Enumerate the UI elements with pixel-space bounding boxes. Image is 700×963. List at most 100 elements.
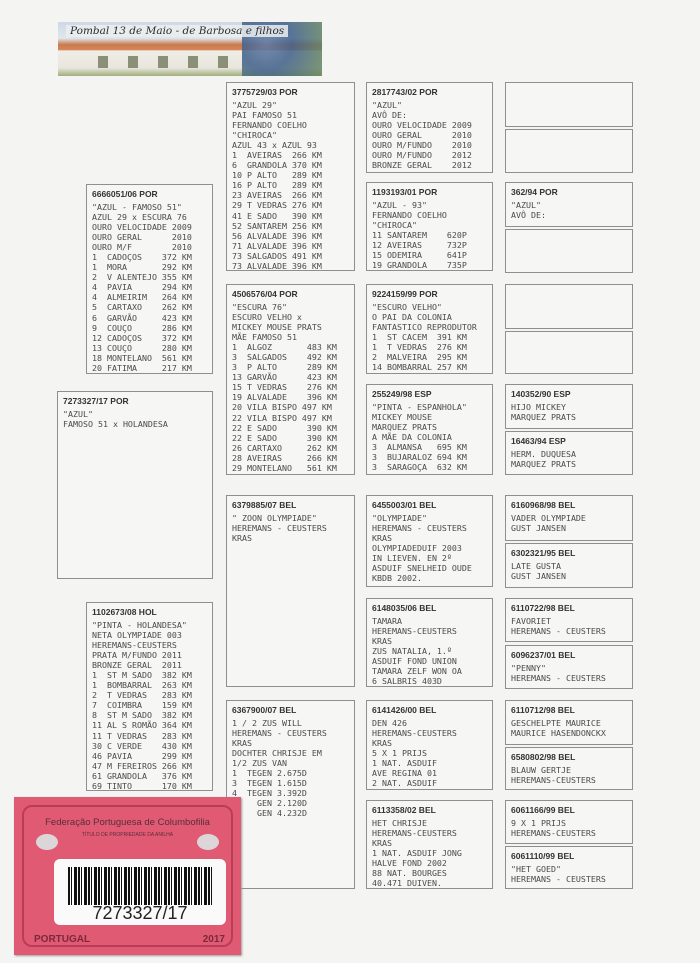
ring-number: 6367900/07 BEL — [232, 705, 297, 715]
pedigree-line: 11 T VEDRAS 283 KM — [92, 730, 192, 741]
pedigree-line: GUST JANSEN — [511, 571, 566, 582]
pedigree-card: 6061110/99 BEL "HET GOED" HEREMANS - CEUST… — [505, 846, 633, 889]
pedigree-line: "AZUL" — [511, 200, 541, 210]
empty-pedigree-card — [505, 82, 633, 127]
pedigree-line: 2 NAT. ASDUIF — [372, 778, 437, 789]
ring-number: 6379885/07 BEL — [232, 500, 297, 510]
pedigree-line: NETA OLYMPIADE 003 — [92, 630, 182, 641]
pedigree-line: TAMARA ZELF WON OA — [372, 666, 462, 677]
ring-number: 6148035/06 BEL — [372, 603, 437, 613]
pedigree-line: 1 ALGOZ 483 KM — [232, 342, 337, 353]
ring-number: 140352/90 ESP — [511, 389, 571, 399]
pedigree-line: GUST JANSEN — [511, 523, 566, 534]
pedigree-line: HEREMANS-CEUSTERS — [372, 728, 457, 739]
pedigree-line: 1 BOMBARRAL 263 KM — [92, 680, 192, 691]
empty-pedigree-card — [505, 331, 633, 374]
pedigree-line: 19 ALVALADE 396 KM — [232, 392, 337, 403]
pedigree-card: 6061166/99 BEL 9 X 1 PRIJS HEREMANS-CEUSTE… — [505, 800, 633, 844]
pedigree-line: AZUL 29 x ESCURA 76 — [92, 212, 187, 223]
pedigree-line: 30 C VERDE 430 KM — [92, 740, 192, 751]
pedigree-line: "ESCURO VELHO" — [372, 302, 442, 312]
pedigree-line: LATE GUSTA — [511, 561, 561, 571]
pedigree-line: HEREMANS-CEUSTERS — [372, 626, 457, 637]
pedigree-line: 1 ST M SADO 382 KM — [92, 670, 192, 681]
pedigree-line: MAURICE HASENDONCKX — [511, 728, 606, 739]
ring-number: 6160968/98 BEL — [511, 500, 576, 510]
pedigree-line: OURO GERAL 2010 — [92, 232, 192, 243]
ring-card-subtitle: TÍTULO DE PROPRIEDADE DA ANILHA — [81, 832, 174, 838]
ring-number: 16463/94 ESP — [511, 436, 566, 446]
pedigree-line: AVE REGINA 01 — [372, 768, 437, 779]
ring-number: 6141426/00 BEL — [372, 705, 437, 715]
pedigree-line: OURO VELOCIDADE 2009 — [372, 120, 472, 131]
pedigree-line: FERNANDO COELHO — [232, 120, 307, 131]
ring-number: 7273327/17 POR — [63, 396, 129, 406]
pedigree-line: TAMARA — [372, 616, 402, 626]
pedigree-line: "CHIROCA" — [232, 130, 277, 141]
pedigree-line: HEREMANS - CEUSTERS — [511, 626, 606, 637]
pedigree-line: 1 / 2 ZUS WILL — [232, 718, 302, 728]
pedigree-line: 20 FATIMA 217 KM — [92, 362, 192, 373]
pedigree-line: GESCHELPTE MAURICE — [511, 718, 601, 728]
pedigree-line: 2 MALVEIRA 295 KM — [372, 352, 467, 363]
federation-logo-icon — [197, 834, 219, 850]
pedigree-line: 9 X 1 PRIJS — [511, 818, 566, 828]
ring-ownership-card: Federação Portuguesa de Columbofilia TÍT… — [14, 797, 241, 955]
empty-pedigree-card — [505, 229, 633, 273]
dove-logo-icon — [36, 834, 58, 850]
pedigree-card: 6110712/98 BEL GESCHELPTE MAURICE MAURICE … — [505, 700, 633, 745]
pedigree-card: 6113358/02 BEL HET CHRISJE HEREMANS-CEUSTE… — [366, 800, 493, 889]
ring-year: 2017 — [202, 934, 225, 945]
pedigree-line: MARQUEZ PRATS — [372, 422, 437, 433]
pedigree-line: 3 SARAGOÇA 632 KM — [372, 462, 467, 473]
ring-number: 6666051/06 POR — [92, 189, 158, 199]
pedigree-line: 1 CADOÇOS 372 KM — [92, 252, 192, 263]
pedigree-line: A MÃE DA COLONIA — [372, 432, 452, 443]
pedigree-line: 10 P ALTO 289 KM — [232, 170, 322, 181]
pedigree-line: "AZUL 29" — [232, 100, 277, 110]
pedigree-card: 1102673/08 HOL "PINTA - HOLANDESA" NETA OL… — [86, 602, 213, 791]
pedigree-line: 12 AVEIRAS 732P — [372, 240, 467, 251]
pedigree-line: HEREMANS-CEUSTERS — [92, 640, 177, 651]
pedigree-line: AVÔ DE: — [372, 110, 407, 121]
pedigree-line: 1 MORA 292 KM — [92, 262, 192, 273]
pedigree-card: 6148035/06 BEL TAMARA HEREMANS-CEUSTERS KRA… — [366, 598, 493, 687]
pedigree-line: 2 V ALENTEJO 355 KM — [92, 272, 192, 283]
empty-pedigree-card — [505, 284, 633, 329]
pedigree-line: "PINTA - ESPANHOLA" — [372, 402, 467, 412]
pedigree-line: 1 AVEIRAS 266 KM — [232, 150, 322, 161]
pedigree-line: KRAS — [372, 636, 392, 647]
pedigree-line: 13 COUÇO 280 KM — [92, 342, 192, 353]
pedigree-line: "AZUL" — [372, 100, 402, 110]
pedigree-line: KRAS — [372, 738, 392, 749]
pedigree-line: OURO VELOCIDADE 2009 — [92, 222, 192, 233]
pedigree-line: 19 GRANDOLA 735P — [372, 260, 467, 271]
pedigree-card: 7273327/17 POR "AZUL" FAMOSO 51 x HOLANDES… — [57, 391, 213, 579]
pedigree-line: 4 ALMEIRIM 264 KM — [92, 292, 192, 303]
pedigree-card: 6302321/95 BEL LATE GUSTA GUST JANSEN — [505, 543, 633, 588]
pedigree-line: HEREMANS - CEUSTERS — [372, 523, 467, 534]
pedigree-line: AVÔ DE: — [511, 210, 546, 221]
pedigree-line: 2 T VEDRAS 283 KM — [92, 690, 192, 701]
pedigree-line: PAI FAMOSO 51 — [232, 110, 297, 121]
pedigree-line: KRAS — [372, 533, 392, 544]
pedigree-line: 4 PAVIA 294 KM — [92, 282, 192, 293]
pedigree-line: 3 SALGADOS 492 KM — [232, 352, 337, 363]
pedigree-line: 69 TINTO 170 KM — [92, 780, 192, 791]
ring-number: 1102673/08 HOL — [92, 607, 157, 617]
pedigree-line: HEREMANS-CEUSTERS — [511, 775, 596, 786]
pedigree-line: DEN 426 — [372, 718, 407, 728]
pedigree-line: 22 E SADO 390 KM — [232, 422, 337, 433]
loft-banner-photo: Pombal 13 de Maio - de Barbosa e filhos — [58, 22, 322, 76]
pedigree-line: 3 TEGEN 1.615D — [232, 778, 307, 789]
pedigree-line: 88 NAT. BOURGES — [372, 868, 447, 879]
pedigree-line: HEREMANS - CEUSTERS — [511, 874, 606, 885]
pedigree-line: 22 E SADO 390 KM — [232, 432, 337, 443]
pedigree-card: 6379885/07 BEL " ZOON OLYMPIADE" HEREMANS … — [226, 495, 355, 687]
pedigree-line: KRAS — [232, 533, 252, 544]
ring-number: 4506576/04 POR — [232, 289, 298, 299]
pedigree-line: KRAS — [372, 838, 392, 849]
pedigree-line: FERNANDO COELHO — [372, 210, 447, 221]
pedigree-line: 1/2 ZUS VAN — [232, 758, 287, 769]
